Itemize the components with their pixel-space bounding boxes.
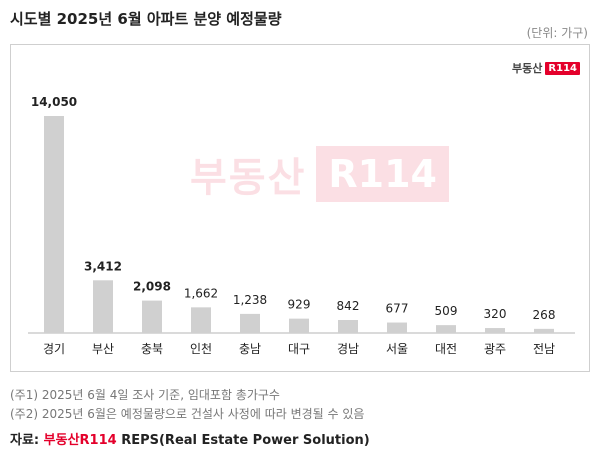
r114-logo: 부동산 R114	[512, 60, 580, 76]
data-label: 1,662	[184, 286, 218, 300]
x-tick-label: 경기	[43, 342, 65, 356]
footnotes: (주1) 2025년 6월 4일 조사 기준, 임대포함 총가구수 (주2) 2…	[10, 386, 364, 424]
x-tick-label: 광주	[484, 342, 506, 356]
bar-광주	[485, 328, 505, 333]
source-brand: 부동산R114	[43, 433, 117, 448]
x-tick-label: 서울	[386, 342, 408, 356]
bar-서울	[387, 322, 407, 333]
source-prefix: 자료:	[10, 433, 44, 448]
footnote-2: (주2) 2025년 6월은 예정물량으로 건설사 사정에 따라 변경될 수 있…	[10, 407, 365, 421]
x-tick-label: 대구	[288, 342, 310, 356]
data-label: 3,412	[84, 259, 122, 273]
bar-충북	[142, 300, 162, 333]
footnote-1: (주1) 2025년 6월 4일 조사 기준, 임대포함 총가구수	[10, 388, 280, 402]
unit-label: (단위: 가구)	[526, 26, 588, 40]
x-tick-label: 인천	[190, 341, 212, 356]
data-label: 842	[337, 299, 360, 313]
x-tick-label: 충북	[141, 342, 163, 356]
chart-title: 시도별 2025년 6월 아파트 분양 예정물량	[10, 10, 282, 28]
bar-대전	[436, 325, 456, 333]
x-tick-label: 부산	[92, 342, 114, 356]
x-tick-label: 경남	[337, 342, 359, 356]
bar-전남	[534, 328, 554, 333]
bar-대구	[289, 318, 309, 333]
data-label: 509	[435, 304, 458, 318]
bar-경남	[338, 319, 358, 333]
data-label: 14,050	[31, 95, 77, 109]
logo-text: 부동산	[512, 62, 543, 75]
data-label: 2,098	[133, 280, 171, 294]
bar-인천	[191, 307, 211, 333]
x-tick-label: 충남	[239, 342, 261, 356]
data-label: 1,238	[233, 293, 267, 307]
logo-box: R114	[545, 61, 580, 75]
x-tick-label: 전남	[533, 342, 555, 356]
data-label: 929	[288, 298, 311, 312]
bar-경기	[44, 116, 64, 333]
x-tick-label: 대전	[435, 342, 457, 356]
source-rest: REPS(Real Estate Power Solution)	[116, 433, 370, 448]
bar-충남	[240, 313, 260, 333]
data-label: 320	[484, 307, 507, 321]
data-label: 268	[533, 308, 556, 322]
source-line: 자료: 부동산R114 REPS(Real Estate Power Solut…	[10, 429, 370, 448]
bar-부산	[93, 280, 113, 333]
data-label: 677	[386, 302, 409, 316]
